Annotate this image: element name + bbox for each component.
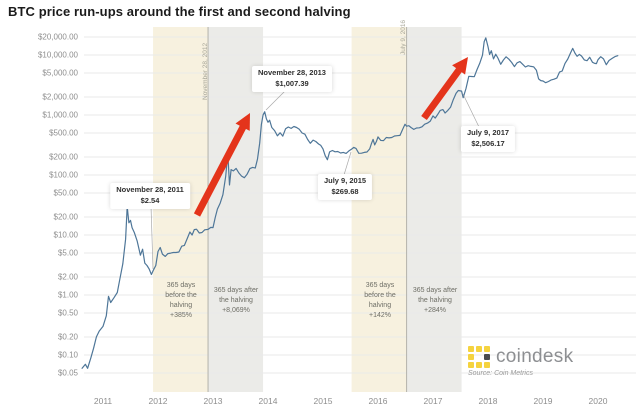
x-tick-label: 2019 — [534, 396, 553, 406]
x-axis-labels: 2011 2012 2013 2014 2015 2016 2017 2018 2019 2020 — [94, 396, 608, 406]
band-caption-after-second-halving: 365 days after the halving +284% — [412, 287, 458, 315]
x-tick-label: 2014 — [259, 396, 278, 406]
y-tick-label: $100.00 — [49, 171, 78, 180]
run-up-arrow-2-shaft — [421, 67, 462, 121]
annotation-2013: November 28, 2013 $1,007.39 — [252, 66, 332, 92]
y-tick-label: $5.00 — [58, 249, 79, 258]
x-tick-label: 2011 — [94, 396, 113, 406]
first-halving-date-label: November 28, 2012 — [202, 42, 209, 100]
band-caption-before-second-halving: 365 days before the halving +142% — [364, 282, 396, 320]
y-tick-label: $2,000.00 — [42, 92, 78, 101]
coindesk-branding: coindesk Source: Coin Metrics — [468, 346, 573, 377]
annotation-2013-price: $1,007.39 — [275, 78, 309, 88]
run-up-arrows — [193, 57, 468, 217]
y-tick-label: $1,000.00 — [42, 111, 78, 120]
y-tick-label: $10,000.00 — [38, 51, 79, 60]
y-tick-label: $0.10 — [58, 351, 79, 360]
y-tick-label: $200.00 — [49, 152, 78, 161]
y-tick-label: $500.00 — [49, 129, 78, 138]
y-tick-label: $0.05 — [58, 369, 79, 378]
annotation-leader-lines — [150, 88, 480, 270]
annotation-2015-price: $269.68 — [331, 186, 359, 196]
annotation-2015-date: July 9, 2015 — [323, 176, 367, 185]
x-tick-label: 2018 — [479, 396, 498, 406]
y-tick-label: $1.00 — [58, 291, 79, 300]
y-tick-label: $50.00 — [54, 189, 79, 198]
y-tick-label: $0.50 — [58, 309, 79, 318]
x-tick-label: 2015 — [314, 396, 333, 406]
annotation-2013-date: November 28, 2013 — [258, 68, 326, 77]
annotation-2015: July 9, 2015 $269.68 — [317, 174, 373, 200]
x-tick-label: 2020 — [589, 396, 608, 406]
y-tick-label: $5,000.00 — [42, 69, 78, 78]
coindesk-wordmark: coindesk — [496, 346, 574, 367]
band-caption-before-first-halving: 365 days before the halving +385% — [165, 282, 197, 320]
band-caption-after-first-halving: 365 days after the halving +8,069% — [213, 287, 259, 315]
source-credit: Source: Coin Metrics — [468, 370, 533, 377]
btc-price-line — [81, 37, 619, 369]
y-tick-label: $2.00 — [58, 272, 79, 281]
annotation-2011: November 28, 2011 $2.54 — [110, 183, 190, 209]
leader-line-2013 — [265, 88, 288, 111]
y-axis-labels: $20,000.00 $10,000.00 $5,000.00 $2,000.00 $1… — [38, 32, 79, 377]
annotation-2011-price: $2.54 — [140, 195, 160, 205]
halving-band — [351, 27, 407, 392]
halving-band — [406, 27, 462, 392]
y-tick-label: $0.20 — [58, 332, 79, 341]
annotation-2017-price: $2,506.17 — [471, 138, 505, 148]
run-up-arrow-1-head — [235, 113, 250, 131]
second-halving-date-label: July 9, 2016 — [400, 19, 407, 55]
page-title: BTC price run-ups around the first and s… — [8, 4, 351, 19]
y-tick-label: $10.00 — [54, 231, 79, 240]
annotation-2017-date: July 9, 2017 — [466, 128, 510, 137]
annotation-2017: July 9, 2017 $2,506.17 — [460, 126, 516, 152]
x-tick-label: 2017 — [424, 396, 443, 406]
leader-line-2017 — [462, 93, 480, 128]
coindesk-logo-icon — [468, 346, 490, 368]
halving-divider-lines — [207, 27, 408, 392]
x-tick-label: 2013 — [204, 396, 223, 406]
run-up-arrow-2-head — [452, 57, 468, 75]
leader-line-2011 — [150, 205, 154, 270]
y-tick-label: $20,000.00 — [38, 32, 79, 41]
leader-line-2015 — [343, 151, 352, 176]
annotation-2011-date: November 28, 2011 — [116, 185, 184, 194]
run-up-arrow-1-shaft — [193, 125, 247, 217]
y-tick-label: $20.00 — [54, 212, 79, 221]
x-tick-label: 2012 — [149, 396, 168, 406]
x-tick-label: 2016 — [369, 396, 388, 406]
